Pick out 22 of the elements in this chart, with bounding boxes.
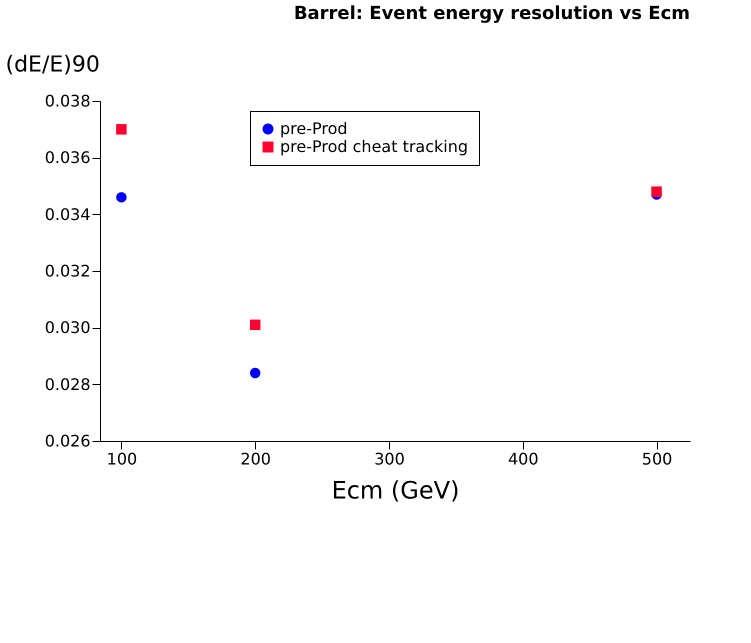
point	[651, 186, 662, 197]
x-tick-label: 100	[106, 450, 138, 468]
chart-title: Barrel: Event energy resolution vs Ecm	[294, 3, 690, 24]
point	[116, 124, 127, 135]
point	[250, 368, 260, 378]
point	[250, 320, 260, 330]
y-tick-label: 0.034	[44, 204, 90, 224]
point	[116, 192, 127, 203]
x-axis-title: Ecm (GeV)	[332, 476, 460, 504]
y-tick-label: 0.028	[44, 374, 90, 394]
x-tick-label: 300	[374, 450, 405, 468]
y-tick-label: 0.026	[44, 432, 90, 450]
x-tick-label: 400	[508, 450, 539, 468]
y-tick-label: 0.036	[44, 148, 90, 168]
y-axis-title: (dE/E)90	[6, 52, 100, 78]
y-tick-label: 0.038	[44, 92, 90, 110]
y-tick-label: 0.032	[44, 262, 90, 280]
legend-label: pre-Prod	[280, 119, 348, 138]
x-tick-label: 500	[642, 450, 672, 468]
legend-label: pre-Prod cheat tracking	[280, 137, 468, 156]
x-tick-label: 200	[240, 450, 271, 468]
y-tick-label: 0.030	[44, 318, 90, 338]
